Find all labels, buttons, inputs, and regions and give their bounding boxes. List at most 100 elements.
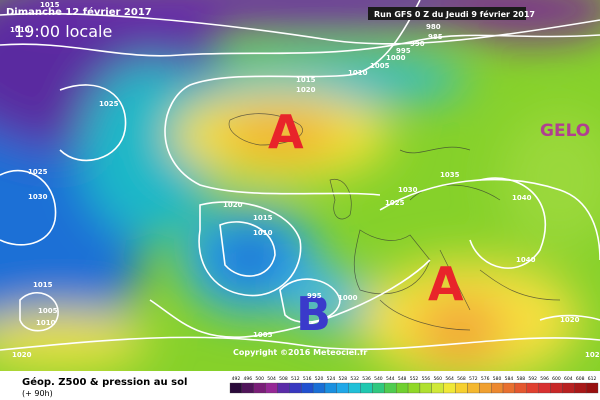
- scale-label: 556: [422, 376, 431, 382]
- isobar-label: 985: [428, 33, 443, 41]
- scale-label: 512: [291, 376, 300, 382]
- isobar-label: 1015: [33, 281, 53, 289]
- isobar-label: 1015: [40, 1, 60, 9]
- scale-label: 604: [564, 376, 573, 382]
- scale-label: 612: [588, 376, 597, 382]
- scale-cell: [467, 382, 480, 394]
- scale-cell: [336, 382, 349, 394]
- run: Run GFS 0 Z du Jeudi 9 février 2017: [374, 9, 535, 19]
- scale-cell: [431, 382, 444, 394]
- scale-label: 508: [279, 376, 288, 382]
- scale-cell: [526, 382, 539, 394]
- scale-cell: [229, 382, 243, 394]
- scale-label: 568: [457, 376, 466, 382]
- scale-label: 540: [374, 376, 383, 382]
- time: 19:00 locale: [14, 22, 112, 41]
- isobar-label: 1025: [28, 168, 48, 176]
- scale-label: 548: [398, 376, 407, 382]
- scale-label: 504: [267, 376, 276, 382]
- isobar-label: 1010: [253, 229, 273, 237]
- scale-label: 492: [232, 376, 241, 382]
- scale-cell: [491, 382, 504, 394]
- isobar-label: 1040: [512, 194, 532, 202]
- scale-label: 564: [445, 376, 454, 382]
- isobar-label: 1010: [10, 26, 30, 34]
- scale-cell: [265, 382, 278, 394]
- isobar-label: 995: [396, 47, 411, 55]
- isobar-label: 1020: [560, 316, 580, 324]
- scale-cell: [277, 382, 290, 394]
- scale-cell: [253, 382, 266, 394]
- scale-label: 528: [338, 376, 347, 382]
- scale-cell: [514, 382, 527, 394]
- isobar-label: 1040: [516, 256, 536, 264]
- scale-label: 588: [517, 376, 526, 382]
- isobar-label: 1005: [38, 307, 58, 315]
- isobar-label: 980: [426, 23, 441, 31]
- isobar-label: 990: [410, 40, 425, 48]
- scale-cell: [479, 382, 492, 394]
- high: A: [268, 105, 304, 159]
- scale-cell: [301, 382, 314, 394]
- low: B: [296, 287, 331, 341]
- scale-label: 572: [469, 376, 478, 382]
- isobar-label: 1030: [28, 193, 48, 201]
- scale-cell: [574, 382, 587, 394]
- isobar-label: 1015: [296, 76, 316, 84]
- isobar-label: 1025: [385, 199, 405, 207]
- scale-label: 516: [303, 376, 312, 382]
- isobar-label: 1020: [296, 86, 316, 94]
- isobar-label: 995: [307, 292, 322, 300]
- scale-label: 552: [410, 376, 419, 382]
- isobar-label: 1010: [36, 319, 56, 327]
- scale-label: 576: [481, 376, 490, 382]
- scale-cell: [289, 382, 302, 394]
- scale-cell: [562, 382, 575, 394]
- scale-label: 544: [386, 376, 395, 382]
- scale-cell: [407, 382, 421, 394]
- scale-label: 592: [528, 376, 537, 382]
- scale-cell: [312, 382, 326, 394]
- scale-cell: [550, 382, 563, 394]
- scale-cell: [384, 382, 397, 394]
- scale-cell: [419, 382, 432, 394]
- scale-cell: [241, 382, 254, 394]
- copyright: Copyright ©2016 Meteociel.fr: [233, 348, 367, 357]
- scale-cell: [360, 382, 373, 394]
- isobar-label: 1015: [253, 214, 273, 222]
- scale-cell: [372, 382, 385, 394]
- isobar-label: 1025: [99, 100, 119, 108]
- scale-label: 536: [362, 376, 371, 382]
- scale-cell: [455, 382, 468, 394]
- isobar-label: 1030: [398, 186, 418, 194]
- lead-time: (+ 90h): [22, 389, 53, 398]
- scale-cell: [324, 382, 337, 394]
- color-scale: 492 496 500 504 508 512 516 520 524 528 532 536 540 5…: [229, 376, 599, 394]
- scale-label: 560: [433, 376, 442, 382]
- scale-cell: [443, 382, 456, 394]
- run-box: [368, 7, 526, 20]
- isobar-label: 1035: [440, 171, 460, 179]
- region-label: GELO: [540, 121, 590, 141]
- date: Dimanche 12 février 2017: [6, 6, 152, 18]
- isobar-label: 1005: [253, 331, 273, 339]
- scale-label: 608: [576, 376, 585, 382]
- isobar-label: 1010: [348, 69, 368, 77]
- scale-label: 584: [505, 376, 514, 382]
- scale-label: 524: [327, 376, 336, 382]
- scale-label: 580: [493, 376, 502, 382]
- isobar-label: 1020: [585, 351, 600, 359]
- scale-label: 596: [540, 376, 549, 382]
- isobar-label: 1000: [338, 294, 358, 302]
- scale-label: 496: [244, 376, 253, 382]
- isobar-label: 1005: [370, 62, 390, 70]
- isobar-label: 1020: [223, 201, 243, 209]
- scale-label: 532: [350, 376, 359, 382]
- scale-label: 600: [552, 376, 561, 382]
- scale-label: 520: [315, 376, 324, 382]
- scale-label: 500: [255, 376, 264, 382]
- high: A: [428, 257, 464, 311]
- scale-cell: [396, 382, 409, 394]
